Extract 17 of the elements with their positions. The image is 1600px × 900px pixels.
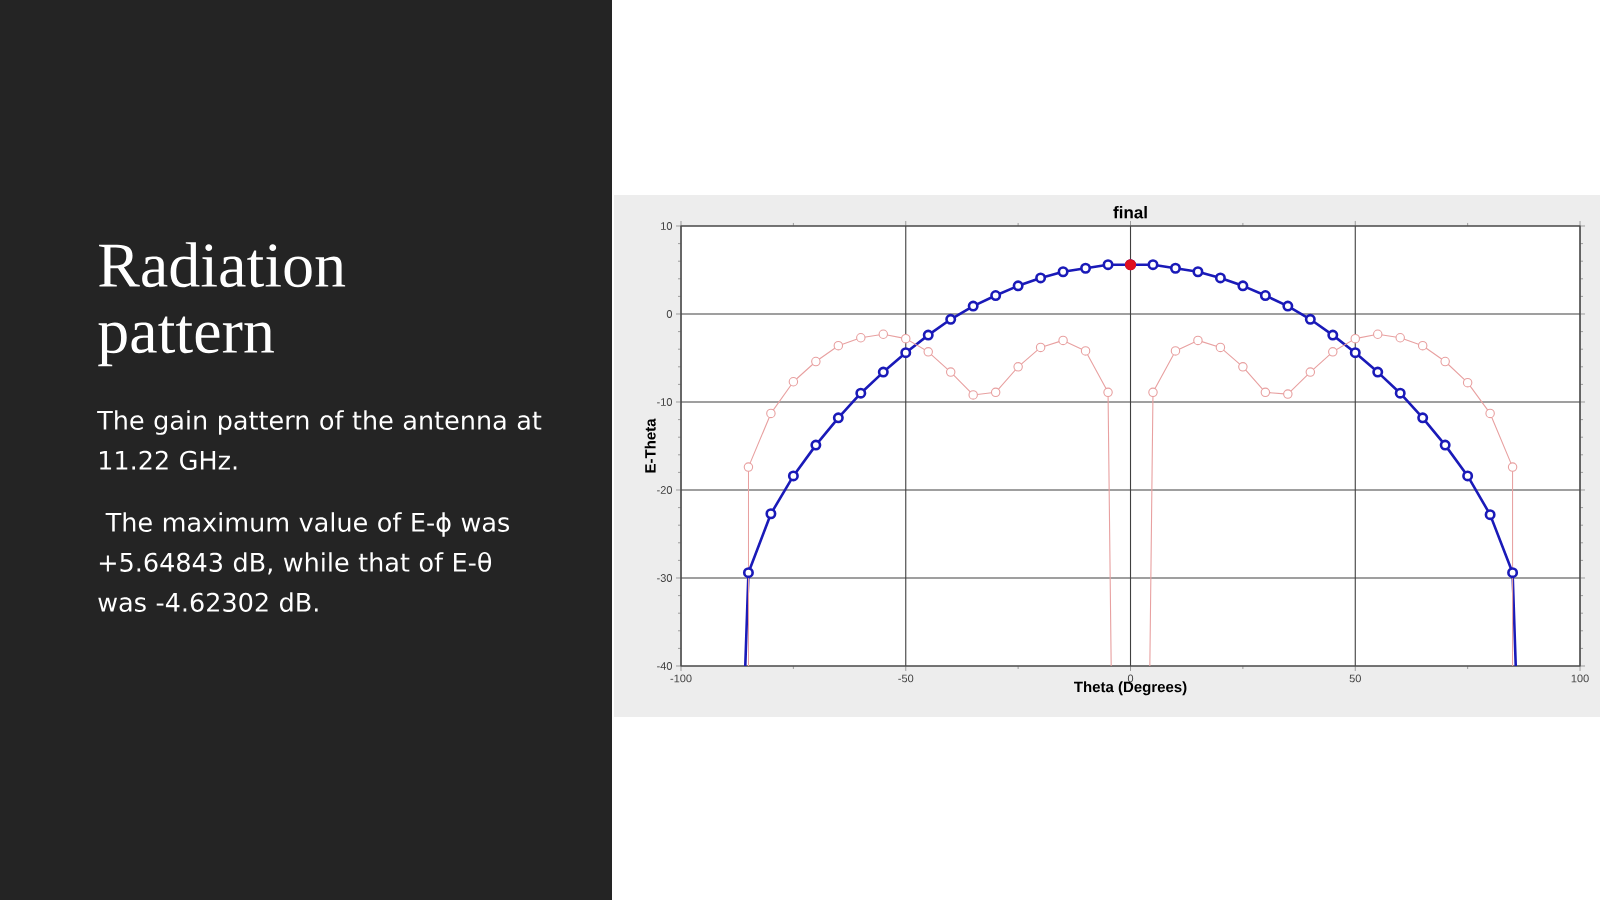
y-tick-label: 10	[661, 222, 673, 230]
y-axis-title: E-Theta	[644, 418, 656, 473]
x-axis-title: Theta (Degrees)	[1074, 681, 1187, 696]
x-tick-label: 0	[1127, 674, 1134, 683]
text: The maximum value of E-ϕ was +5.64843 dB, while that of E-θ was -4.62302 dB.	[98, 512, 510, 612]
y-tick-label: -30	[657, 574, 673, 582]
chart-title: final	[1113, 205, 1147, 219]
x-tick-label: 100	[1571, 674, 1589, 683]
y-tick-label: -10	[657, 398, 673, 406]
text: The gain pattern of the antenna at 11.22 GHz.	[97, 410, 542, 470]
text: Radiation pattern	[98, 242, 346, 367]
x-tick-label: -100	[670, 674, 692, 683]
y-tick-label: 0	[666, 310, 673, 318]
x-tick-label: -50	[898, 674, 914, 683]
x-tick-label: 50	[1349, 674, 1361, 683]
y-tick-label: -20	[657, 486, 673, 494]
y-tick-label: -40	[657, 662, 673, 670]
